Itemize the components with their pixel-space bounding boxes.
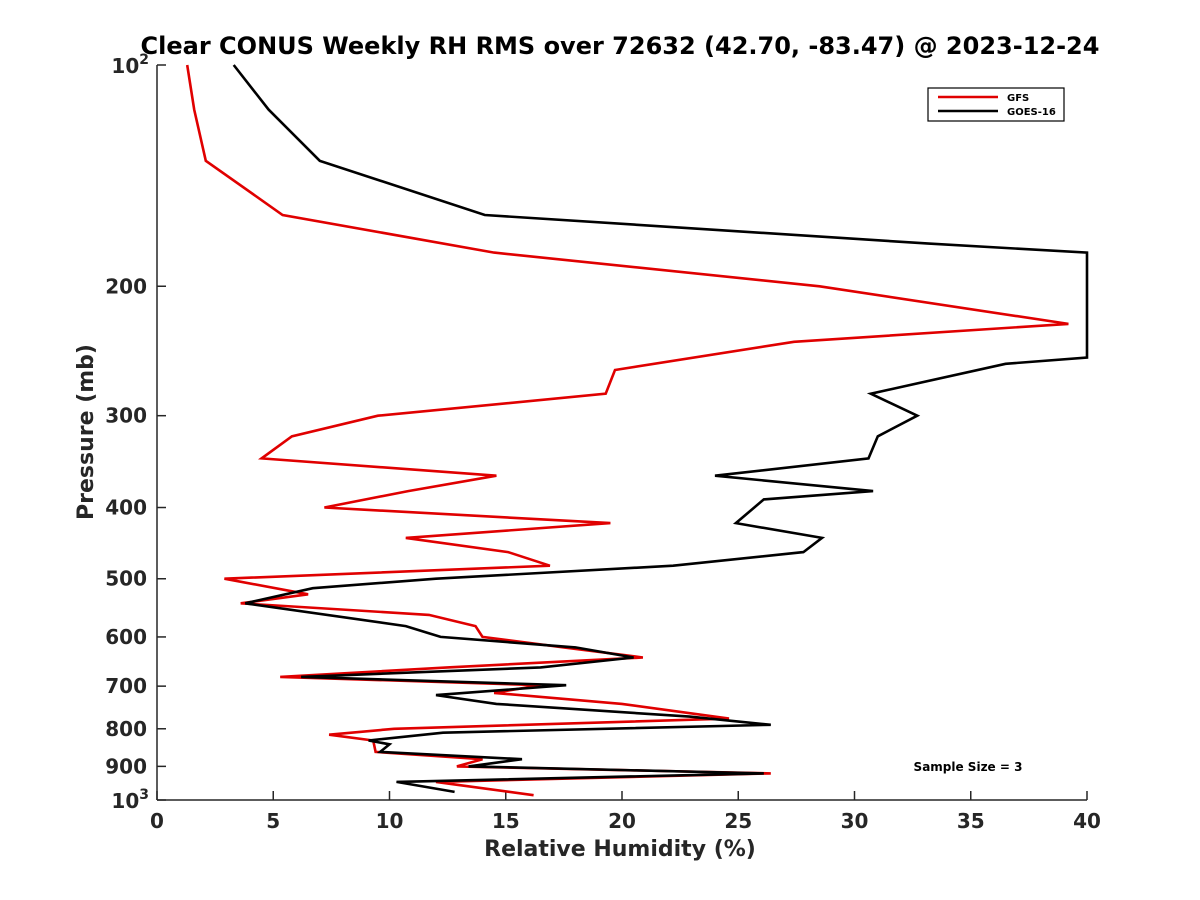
x-tick-label: 10 (376, 809, 404, 833)
x-axis-ticks: 0 5 10 15 20 25 30 35 40 (150, 791, 1101, 833)
x-tick-label: 30 (841, 809, 869, 833)
y-axis-label: Pressure (mb) (74, 344, 99, 520)
y-tick-label: 900 (105, 754, 147, 778)
y-tick-label: 400 (105, 496, 147, 520)
sample-size-annotation: Sample Size = 3 (914, 760, 1023, 774)
y-tick-label: 600 (105, 625, 147, 649)
x-tick-label: 5 (266, 809, 280, 833)
x-tick-label: 20 (608, 809, 636, 833)
plot-frame (156, 65, 1087, 801)
x-tick-label: 0 (150, 809, 164, 833)
legend: GFS GOES-16 (927, 87, 1065, 122)
y-tick-label: 500 (105, 567, 147, 591)
y-axis-ticks: 200 300 400 500 600 700 800 900 102 103 (105, 52, 166, 813)
x-tick-label: 15 (492, 809, 520, 833)
legend-label-gfs: GFS (1007, 93, 1029, 104)
x-tick-label: 40 (1073, 809, 1101, 833)
series-line-gfs (185, 64, 1069, 797)
series-layer (185, 64, 1089, 797)
y-tick-label: 700 (105, 674, 147, 698)
y-tick-label-top: 102 (111, 52, 149, 78)
y-tick-label-bottom: 103 (111, 787, 149, 813)
y-tick-label: 800 (105, 717, 147, 741)
x-tick-label: 35 (957, 809, 985, 833)
series-line-goes-16 (232, 64, 1089, 794)
x-axis-label: Relative Humidity (%) (484, 837, 756, 862)
x-tick-label: 25 (724, 809, 752, 833)
legend-label-goes-16: GOES-16 (1007, 107, 1056, 118)
chart-title: Clear CONUS Weekly RH RMS over 72632 (42… (141, 32, 1100, 60)
y-tick-label: 300 (105, 404, 147, 428)
legend-box (927, 87, 1065, 122)
y-tick-label: 200 (105, 274, 147, 298)
